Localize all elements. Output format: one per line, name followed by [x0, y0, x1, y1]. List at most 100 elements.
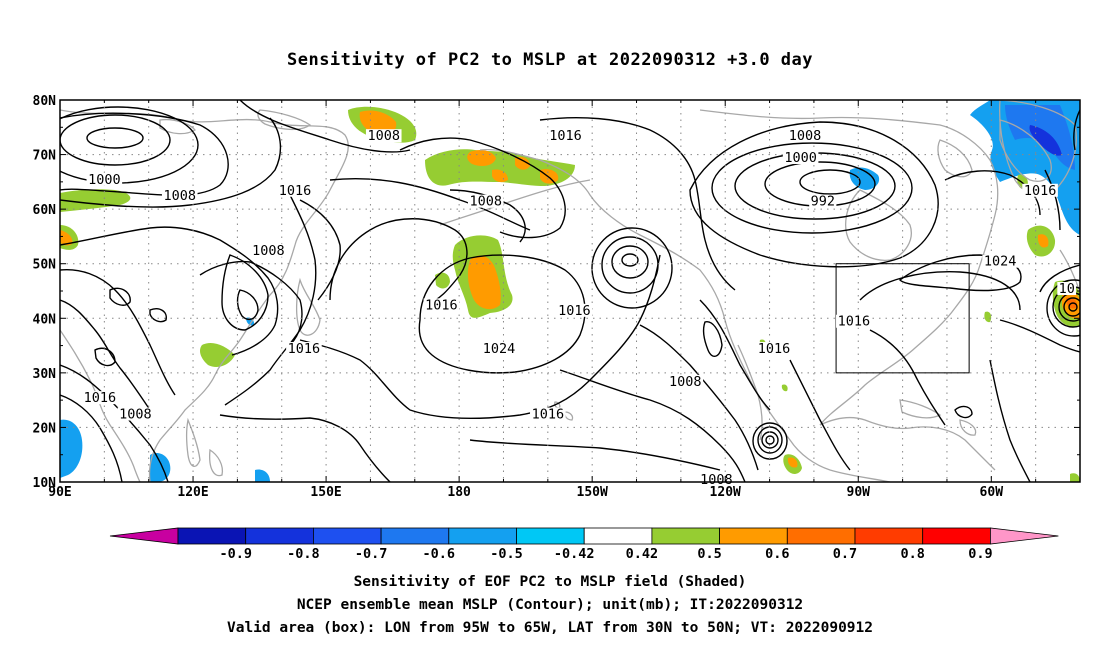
contour-label: 1016	[532, 407, 565, 423]
colorbar-segment	[177, 527, 247, 545]
page-title: Sensitivity of PC2 to MSLP at 2022090312…	[286, 50, 813, 70]
coastline	[845, 189, 912, 261]
mslp-contour	[199, 260, 303, 346]
contour-label: 1000	[88, 172, 121, 188]
mslp-contour	[60, 299, 151, 411]
positive-sensitivity-region	[200, 343, 235, 367]
contour-label: 10	[1059, 281, 1075, 297]
contour-label-bg	[250, 243, 287, 257]
mslp-contour	[449, 189, 526, 243]
mslp-contour	[1063, 297, 1080, 317]
mslp-contour	[60, 394, 123, 482]
mslp-contour	[224, 194, 317, 406]
colorbar-label: -0.8	[287, 546, 320, 562]
mslp-contour	[418, 254, 586, 374]
mslp-contour	[869, 329, 946, 426]
contour-label: 1008	[469, 194, 502, 210]
y-tick-label: 50N	[33, 258, 57, 273]
mslp-contour	[1068, 302, 1078, 312]
positive-sensitivity-region	[787, 457, 798, 468]
contour-label: 1008	[163, 188, 196, 204]
x-tick-label: 120E	[177, 485, 208, 500]
caption-shading: Sensitivity of EOF PC2 to MSLP field (Sh…	[353, 574, 747, 590]
axis-ticks	[59, 99, 1081, 483]
colorbar-label: 0.42	[626, 546, 659, 562]
contour-label: 1000	[784, 150, 817, 166]
positive-sensitivity-region	[781, 384, 788, 392]
contour-label: 1016	[279, 183, 312, 199]
map-grid	[60, 100, 1080, 482]
coastline	[60, 109, 349, 482]
colorbar-label: 0.5	[697, 546, 721, 562]
coastline	[479, 149, 891, 482]
colorbar-label: 0.7	[833, 546, 857, 562]
contour-label-bg	[161, 189, 198, 203]
positive-sensitivity-region	[435, 272, 450, 289]
mslp-contour	[559, 369, 746, 482]
mslp-contours	[60, 100, 1080, 482]
mslp-contour	[236, 289, 259, 321]
contour-label: 1016	[288, 341, 321, 357]
mslp-contour	[299, 199, 341, 301]
mslp-contour	[621, 253, 639, 267]
contour-label: 1016	[84, 390, 117, 406]
negative-sensitivity-region	[60, 419, 83, 478]
colorbar-segment	[109, 527, 179, 545]
colorbar-segment	[245, 527, 314, 545]
contour-label-bg	[667, 374, 704, 388]
mslp-contour	[999, 319, 1080, 353]
x-tick-label: 90W	[847, 485, 871, 500]
contour-label-bg	[756, 342, 792, 356]
coastline	[819, 416, 996, 471]
mslp-contour	[611, 245, 649, 279]
mslp-contour	[329, 218, 468, 306]
mslp-contour	[1046, 279, 1080, 337]
mslp-contour	[60, 117, 282, 208]
contour-label: 1024	[984, 254, 1017, 270]
sensitivity-shading	[60, 100, 1080, 482]
mslp-contour	[109, 287, 131, 306]
y-tick-label: 10N	[33, 476, 57, 491]
mslp-contour	[898, 254, 1022, 292]
mslp-contour	[1039, 264, 1080, 293]
contour-label-bg	[530, 407, 566, 421]
colorbar-segment	[583, 527, 653, 545]
colorbar-segment	[651, 527, 721, 545]
contour-label-bg	[782, 151, 819, 165]
mslp-contour	[469, 439, 721, 471]
mslp-contour	[601, 236, 659, 294]
contour-label: 992	[811, 194, 835, 210]
caption-valid-area: Valid area (box): LON from 95W to 65W, L…	[226, 620, 873, 636]
contour-label-bg	[982, 254, 1018, 268]
colorbar-label: -0.5	[490, 546, 523, 562]
coastline	[209, 448, 224, 477]
contour-label: 1008	[119, 407, 152, 423]
positive-sensitivity-region	[492, 169, 508, 183]
mslp-contour	[221, 254, 269, 331]
contour-label-bg	[481, 342, 517, 356]
contour-label-bg	[556, 303, 593, 317]
coastline	[185, 417, 201, 467]
colorbar-segment	[448, 527, 517, 545]
coastline	[737, 344, 763, 441]
colorbar-label: 0.6	[765, 546, 789, 562]
contour-label: 1016	[425, 297, 458, 313]
contour-label-bg	[286, 342, 322, 356]
mslp-contour	[329, 178, 531, 231]
coastline	[999, 119, 1052, 182]
negative-sensitivity-region	[1029, 125, 1062, 156]
mslp-contour	[989, 359, 1031, 482]
mslp-contour	[1073, 109, 1080, 151]
mslp-contour	[591, 227, 673, 309]
mslp-contour	[639, 324, 759, 471]
coastline	[699, 109, 999, 426]
mslp-contour	[60, 268, 176, 396]
positive-sensitivity-region	[60, 189, 131, 212]
colorbar-segment	[516, 527, 585, 545]
contour-label: 1016	[558, 303, 591, 319]
x-tick-label: 150W	[577, 485, 608, 500]
positive-sensitivity-region	[1037, 234, 1049, 248]
colorbar-segment	[312, 527, 382, 545]
colorbar-segment	[786, 527, 856, 545]
